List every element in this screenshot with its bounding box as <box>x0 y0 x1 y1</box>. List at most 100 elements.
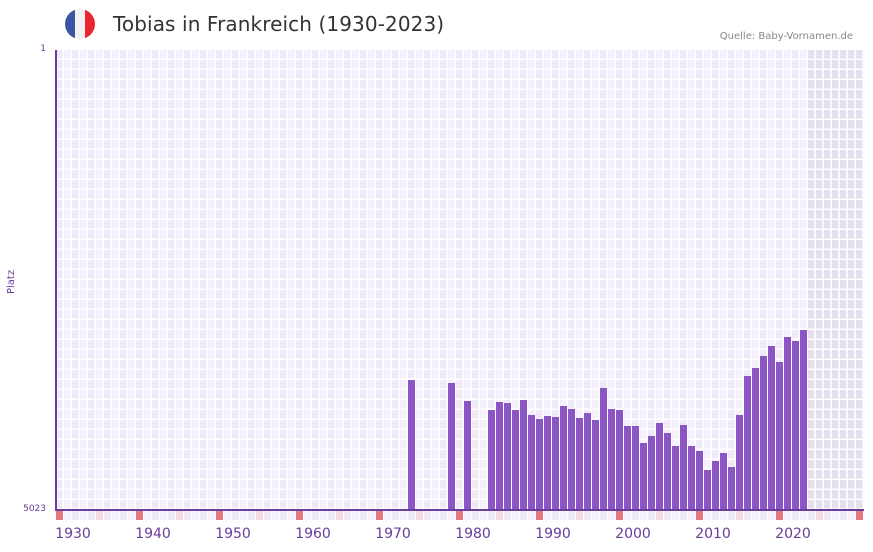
decade-marker <box>616 511 623 520</box>
bar-1986[interactable] <box>520 399 527 510</box>
year-cell <box>168 511 175 520</box>
half-decade-marker <box>816 511 823 520</box>
year-cell <box>200 511 207 520</box>
bar-2000[interactable] <box>632 425 639 510</box>
bar-1997[interactable] <box>608 408 615 510</box>
bar-2004[interactable] <box>664 432 671 510</box>
year-cell <box>600 511 607 520</box>
year-cell <box>480 511 487 520</box>
year-cell <box>192 511 199 520</box>
bar-1992[interactable] <box>568 408 575 510</box>
bar-1988[interactable] <box>536 418 543 510</box>
bar-1998[interactable] <box>616 409 623 510</box>
half-decade-marker <box>736 511 743 520</box>
year-cell <box>344 511 351 520</box>
half-decade-marker <box>336 511 343 520</box>
bar-1995[interactable] <box>592 419 599 510</box>
year-cell <box>832 511 839 520</box>
year-cell <box>544 511 551 520</box>
y-axis-title: Platz <box>6 269 17 294</box>
year-cell <box>840 511 847 520</box>
year-cell <box>848 511 855 520</box>
year-cell <box>568 511 575 520</box>
bar-2010[interactable] <box>712 461 719 510</box>
bar-2003[interactable] <box>656 422 663 510</box>
year-cell <box>304 511 311 520</box>
year-cell <box>424 511 431 520</box>
decade-marker <box>56 511 63 520</box>
year-cell <box>488 511 495 520</box>
year-cell <box>768 511 775 520</box>
bar-2006[interactable] <box>680 424 687 510</box>
bar-1983[interactable] <box>496 401 503 510</box>
year-cell <box>504 511 511 520</box>
year-cell <box>112 511 119 520</box>
bar-1985[interactable] <box>512 409 519 510</box>
bar-1990[interactable] <box>552 417 559 510</box>
year-cell <box>560 511 567 520</box>
bar-2014[interactable] <box>744 376 751 510</box>
bar-1991[interactable] <box>560 405 567 510</box>
year-cell <box>88 511 95 520</box>
year-cell <box>512 511 519 520</box>
bar-1993[interactable] <box>576 417 583 510</box>
bar-2018[interactable] <box>776 362 783 510</box>
x-tick-1950: 1950 <box>215 526 251 542</box>
year-cell <box>800 511 807 520</box>
decade-marker <box>376 511 383 520</box>
year-cell <box>184 511 191 520</box>
year-cell <box>672 511 679 520</box>
year-cell <box>152 511 159 520</box>
year-cell <box>408 511 415 520</box>
chart-title: Tobias in Frankreich (1930-2023) <box>113 12 445 36</box>
y-tick-top: 1 <box>40 44 46 54</box>
year-cell <box>312 511 319 520</box>
decade-marker <box>536 511 543 520</box>
bar-2019[interactable] <box>784 337 791 510</box>
year-cell <box>384 511 391 520</box>
x-tick-2020: 2020 <box>775 526 811 542</box>
bar-2015[interactable] <box>752 368 759 510</box>
bar-1994[interactable] <box>584 412 591 510</box>
year-cell <box>328 511 335 520</box>
year-cell <box>664 511 671 520</box>
bar-2012[interactable] <box>728 467 735 510</box>
year-cell <box>640 511 647 520</box>
year-cell <box>752 511 759 520</box>
bar-2016[interactable] <box>760 356 767 510</box>
plot-area <box>56 50 864 510</box>
y-tick-bottom: 5023 <box>23 504 46 514</box>
half-decade-marker <box>656 511 663 520</box>
bar-2021[interactable] <box>800 330 807 510</box>
year-cell <box>584 511 591 520</box>
bar-2002[interactable] <box>648 436 655 510</box>
bar-1987[interactable] <box>528 414 535 510</box>
bar-2007[interactable] <box>688 446 695 510</box>
bar-1996[interactable] <box>600 388 607 510</box>
bar-1989[interactable] <box>544 415 551 510</box>
bar-2020[interactable] <box>792 341 799 510</box>
decade-marker <box>696 511 703 520</box>
year-cell <box>592 511 599 520</box>
half-decade-marker <box>96 511 103 520</box>
bar-1972[interactable] <box>408 380 415 510</box>
year-cell <box>80 511 87 520</box>
bar-1979[interactable] <box>464 400 471 510</box>
bar-2017[interactable] <box>768 346 775 510</box>
bar-2005[interactable] <box>672 446 679 510</box>
year-cell <box>144 511 151 520</box>
bar-2009[interactable] <box>704 470 711 510</box>
bar-2011[interactable] <box>720 453 727 510</box>
x-tick-2010: 2010 <box>695 526 731 542</box>
bar-1999[interactable] <box>624 425 631 510</box>
source-link[interactable]: Quelle: Baby-Vornamen.de <box>719 31 853 42</box>
flag-stripe-blue <box>65 9 75 39</box>
half-decade-marker <box>256 511 263 520</box>
bar-1982[interactable] <box>488 409 495 510</box>
bar-1977[interactable] <box>448 383 455 510</box>
bar-2008[interactable] <box>696 451 703 510</box>
bar-1984[interactable] <box>504 403 511 510</box>
bar-2001[interactable] <box>640 443 647 510</box>
bar-2013[interactable] <box>736 414 743 510</box>
x-tick-2000: 2000 <box>615 526 651 542</box>
